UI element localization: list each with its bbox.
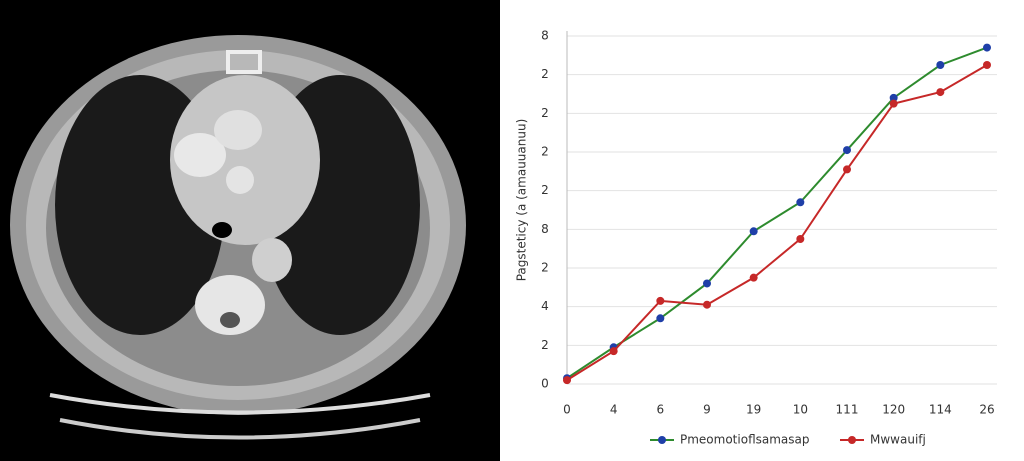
data-point <box>843 146 851 155</box>
x-tick-label: 6 <box>657 403 665 417</box>
data-point <box>609 347 618 356</box>
x-tick-label: 9 <box>703 403 711 417</box>
y-tick-label: 4 <box>541 299 549 313</box>
x-tick-label: 10 <box>793 403 808 417</box>
series-line <box>566 46 988 380</box>
y-tick-label: 0 <box>541 377 549 391</box>
data-point <box>889 99 898 108</box>
y-tick-label: 2 <box>541 106 549 120</box>
data-point <box>796 235 805 243</box>
x-tick-label: 4 <box>610 403 618 417</box>
ct-scan <box>0 0 500 461</box>
y-tick-label: 8 <box>541 29 549 43</box>
data-point <box>563 376 571 385</box>
data-point <box>796 198 805 207</box>
data-point <box>889 93 898 102</box>
x-tick-label: 0 <box>563 403 571 417</box>
data-point <box>656 314 665 323</box>
legend-marker <box>658 436 666 444</box>
data-point <box>703 300 711 309</box>
y-tick-label: 2 <box>541 145 549 159</box>
x-tick-label: 19 <box>746 403 761 417</box>
series-line <box>566 64 988 381</box>
y-tick-label: 8 <box>541 222 549 236</box>
legend-label: Pmeomotioflsamasap <box>680 433 810 447</box>
chart-background <box>500 0 1024 461</box>
legend-label: Mwwauifj <box>870 433 926 447</box>
y-axis-label: Pagsteticy (a (amauuanuu) <box>515 119 529 282</box>
x-tick-label: 114 <box>929 403 952 417</box>
data-point <box>936 88 945 97</box>
legend-marker <box>848 436 856 444</box>
y-tick-label: 2 <box>541 338 549 352</box>
data-point <box>656 296 665 305</box>
x-tick-label: 26 <box>979 403 994 417</box>
data-point <box>936 61 945 69</box>
y-tick-label: 2 <box>541 183 549 197</box>
x-tick-label: 111 <box>836 403 859 417</box>
data-point <box>843 165 851 174</box>
data-point <box>749 227 758 236</box>
data-point <box>983 61 991 69</box>
data-point <box>983 43 991 52</box>
data-point <box>749 273 758 282</box>
y-tick-label: 2 <box>541 261 549 275</box>
data-point <box>703 279 711 288</box>
y-tick-label: 2 <box>541 67 549 81</box>
x-tick-label: 120 <box>882 403 905 417</box>
